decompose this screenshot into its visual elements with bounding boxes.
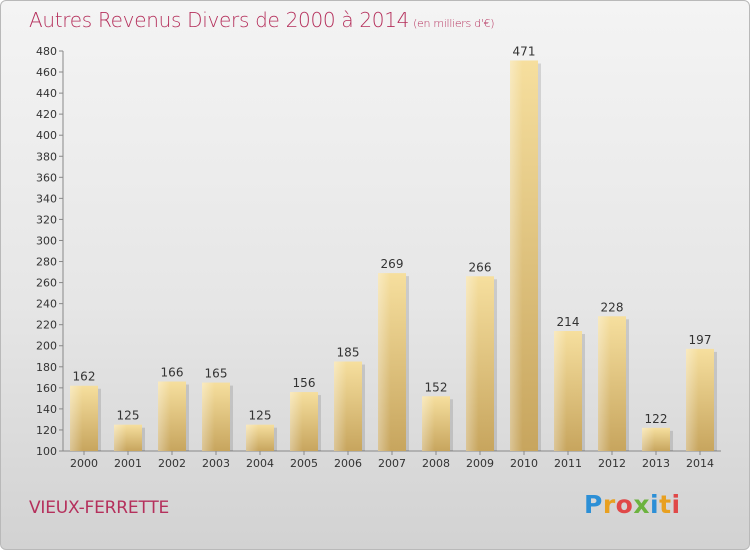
- y-tick-label: 260: [36, 277, 57, 290]
- data-label: 125: [117, 409, 140, 423]
- x-tick-label: 2005: [290, 457, 318, 470]
- x-tick-label: 2013: [642, 457, 670, 470]
- bar-highlight: [466, 276, 479, 451]
- y-tick-label: 220: [36, 319, 57, 332]
- data-label: 228: [601, 300, 624, 314]
- y-tick-label: 120: [36, 424, 57, 437]
- logo-letter: o: [615, 490, 634, 519]
- bar-highlight: [114, 424, 127, 451]
- bar-highlight: [158, 381, 171, 451]
- logo-letter: i: [650, 490, 660, 519]
- data-label: 185: [337, 346, 360, 360]
- y-tick-label: 360: [36, 171, 57, 184]
- logo-letter: r: [602, 490, 616, 519]
- x-tick-label: 2011: [554, 457, 582, 470]
- x-tick-label: 2008: [422, 457, 450, 470]
- y-tick-label: 280: [36, 256, 57, 269]
- bars: [70, 60, 717, 451]
- data-labels: 162 125 166 165 125 156 185 269 152 266 471 214 228 1…: [73, 44, 712, 425]
- data-label: 152: [425, 380, 448, 394]
- proxiti-logo: Proxiti: [584, 490, 681, 519]
- y-tick-label: 400: [36, 129, 57, 142]
- x-tick-label: 2009: [466, 457, 494, 470]
- data-label: 266: [469, 260, 492, 274]
- data-label: 125: [249, 409, 272, 423]
- bar-highlight: [378, 273, 391, 451]
- data-label: 214: [557, 315, 580, 329]
- y-tick-label: 160: [36, 382, 57, 395]
- y-tick-label: 320: [36, 213, 57, 226]
- data-label: 471: [513, 44, 536, 58]
- data-label: 166: [161, 366, 184, 380]
- bar-highlight: [202, 382, 215, 451]
- x-tick-label: 2001: [114, 457, 142, 470]
- y-tick-label: 380: [36, 150, 57, 163]
- bar-highlight: [686, 348, 699, 451]
- bar-highlight: [642, 427, 655, 451]
- bar-highlight: [510, 60, 523, 451]
- x-tick-label: 2002: [158, 457, 186, 470]
- logo-letter: x: [633, 490, 650, 519]
- data-label: 156: [293, 376, 316, 390]
- x-tick-label: 2014: [686, 457, 714, 470]
- data-label: 122: [645, 412, 668, 426]
- bar-highlight: [246, 424, 259, 451]
- y-tick-label: 340: [36, 192, 57, 205]
- x-tick-label: 2010: [510, 457, 538, 470]
- y-tick-label: 420: [36, 108, 57, 121]
- commune-name: VIEUX-FERRETTE: [29, 498, 170, 518]
- bar-highlight: [422, 396, 435, 451]
- data-label: 269: [381, 257, 404, 271]
- y-tick-label: 200: [36, 340, 57, 353]
- x-tick-label: 2006: [334, 457, 362, 470]
- x-tick-label: 2012: [598, 457, 626, 470]
- logo-letter: i: [671, 490, 681, 519]
- y-tick-label: 140: [36, 403, 57, 416]
- axes: 100 120 140 160 180 200 220 240 260 280 300 320 340 3…: [36, 45, 721, 470]
- y-tick-label: 480: [36, 45, 57, 58]
- bar-highlight: [554, 331, 567, 451]
- data-label: 162: [73, 370, 96, 384]
- y-tick-label: 440: [36, 87, 57, 100]
- y-tick-label: 240: [36, 298, 57, 311]
- x-tick-label: 2004: [246, 457, 274, 470]
- logo-letter: P: [584, 490, 603, 519]
- y-tick-label: 300: [36, 234, 57, 247]
- data-label: 197: [689, 333, 712, 347]
- x-tick-label: 2000: [70, 457, 98, 470]
- title-text: Autres Revenus Divers de 2000 à 2014: [29, 8, 410, 32]
- bar-highlight: [70, 385, 83, 451]
- y-tick-label: 100: [36, 445, 57, 458]
- y-tick-label: 180: [36, 361, 57, 374]
- data-label: 165: [205, 367, 228, 381]
- x-tick-label: 2007: [378, 457, 406, 470]
- bar-highlight: [334, 361, 347, 451]
- chart-subtitle: (en milliers d'€): [413, 17, 495, 30]
- y-tick-label: 460: [36, 66, 57, 79]
- logo-letter: t: [659, 490, 672, 519]
- chart-title: Autres Revenus Divers de 2000 à 2014 (en …: [29, 8, 495, 32]
- bar-highlight: [598, 316, 611, 451]
- bar-highlight: [290, 392, 303, 451]
- x-tick-label: 2003: [202, 457, 230, 470]
